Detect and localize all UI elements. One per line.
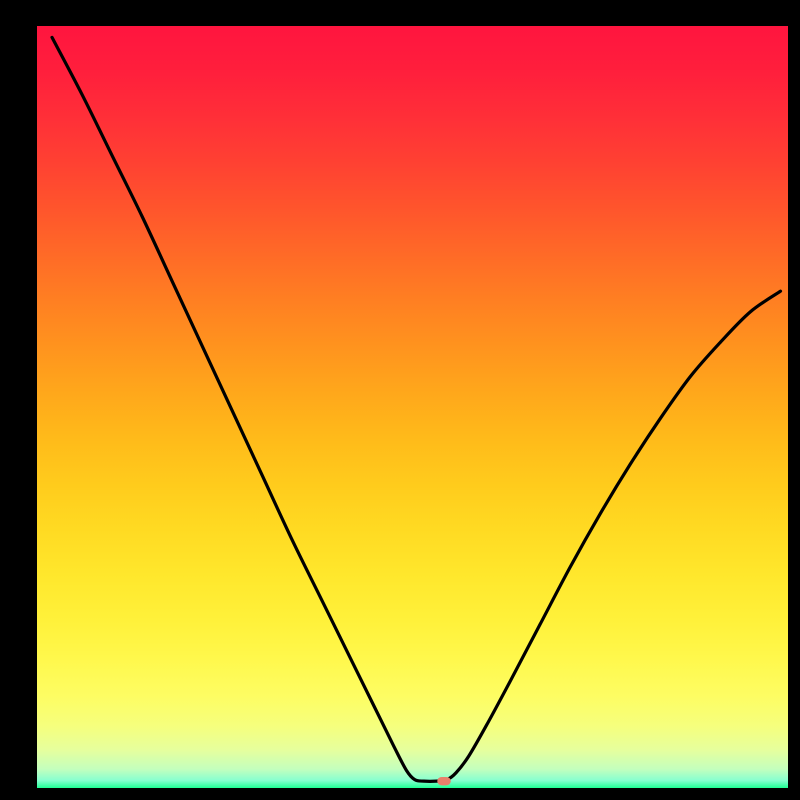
optimal-point-marker [437, 777, 451, 785]
chart-frame: TheBottleneck.com [0, 0, 800, 800]
plot-area [37, 26, 788, 788]
border-right [788, 26, 800, 788]
border-top [0, 0, 800, 26]
gradient-background [37, 26, 788, 788]
border-bottom [0, 788, 800, 800]
border-left [0, 26, 37, 788]
plot-svg [37, 26, 788, 788]
